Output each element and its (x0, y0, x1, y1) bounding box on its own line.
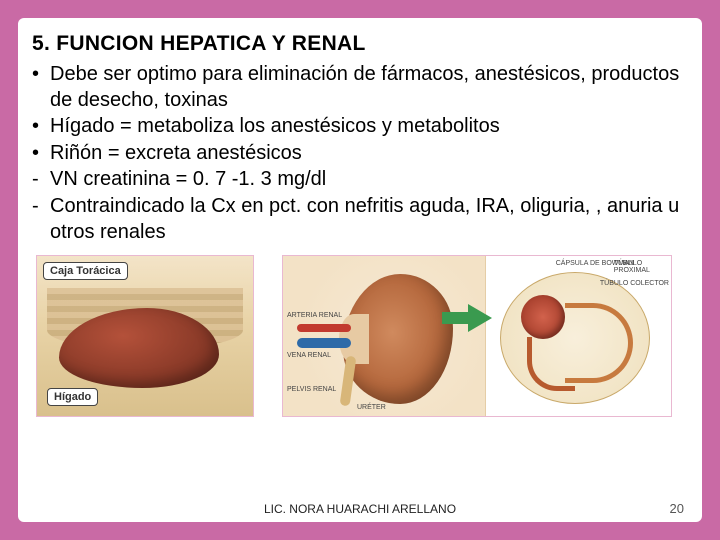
liver-diagram: Caja Torácica Hígado (36, 255, 254, 417)
bullet-mark: - (32, 167, 50, 193)
label-collector: TÚBULO COLECTOR (600, 280, 669, 287)
bullet-text: VN creatinina = 0. 7 -1. 3 mg/dl (50, 167, 688, 193)
label-pelvis: PELVIS RENAL (287, 386, 336, 393)
kidney-diagram: ARTERIA RENAL VENA RENAL PELVIS RENAL UR… (282, 255, 672, 417)
section-title: 5. FUNCION HEPATICA Y RENAL (32, 32, 688, 56)
bullet-text: Debe ser optimo para eliminación de fárm… (50, 62, 688, 113)
list-item: - Contraindicado la Cx en pct. con nefri… (32, 194, 688, 245)
label-tubule: TÚBULO PROXIMAL (614, 260, 671, 274)
list-item: • Debe ser optimo para eliminación de fá… (32, 62, 688, 113)
list-item: • Riñón = excreta anestésicos (32, 141, 688, 167)
bullet-list: • Debe ser optimo para eliminación de fá… (32, 62, 688, 245)
footer-author: LIC. NORA HUARACHI ARELLANO (18, 502, 702, 516)
tubule-descending (527, 337, 575, 391)
bullet-text: Riñón = excreta anestésicos (50, 141, 688, 167)
liver-label-thorax: Caja Torácica (43, 262, 128, 280)
bullet-text: Hígado = metaboliza los anestésicos y me… (50, 114, 688, 140)
label-artery: ARTERIA RENAL (287, 312, 342, 319)
renal-vein (297, 338, 351, 348)
bullet-text: Contraindicado la Cx en pct. con nefriti… (50, 194, 688, 245)
bullet-mark: • (32, 62, 50, 113)
bullet-mark: • (32, 141, 50, 167)
bullet-mark: • (32, 114, 50, 140)
kidney-macro-panel: ARTERIA RENAL VENA RENAL PELVIS RENAL UR… (283, 256, 485, 416)
page-number: 20 (670, 501, 684, 516)
image-row: Caja Torácica Hígado ARTERIA RENAL VENA … (32, 255, 688, 417)
liver-label-organ: Hígado (47, 388, 98, 406)
glomerulus (521, 295, 565, 339)
nephron-circle (500, 272, 650, 404)
bullet-mark: - (32, 194, 50, 245)
renal-artery (297, 324, 351, 332)
list-item: • Hígado = metaboliza los anestésicos y … (32, 114, 688, 140)
label-ureter: URÉTER (357, 404, 386, 411)
tubule-loop (565, 303, 633, 383)
slide: 5. FUNCION HEPATICA Y RENAL • Debe ser o… (0, 0, 720, 540)
nephron-panel: CÁPSULA DE BOWMAN TÚBULO PROXIMAL TÚBULO… (485, 256, 671, 416)
content-box: 5. FUNCION HEPATICA Y RENAL • Debe ser o… (18, 18, 702, 522)
zoom-arrow-icon (468, 304, 492, 332)
list-item: - VN creatinina = 0. 7 -1. 3 mg/dl (32, 167, 688, 193)
label-vein: VENA RENAL (287, 352, 331, 359)
